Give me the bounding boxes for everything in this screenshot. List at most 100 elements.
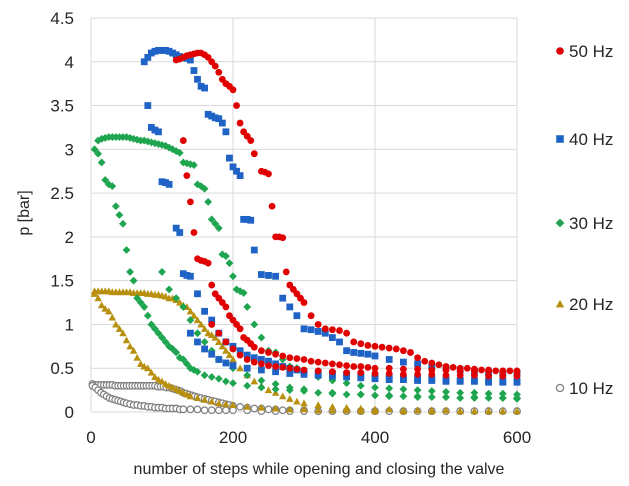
data-point (200, 184, 209, 193)
data-point (201, 84, 208, 92)
data-point (186, 316, 195, 324)
data-point (143, 311, 152, 320)
data-point (356, 390, 365, 399)
data-point (119, 329, 127, 337)
data-point (400, 358, 407, 366)
data-point (204, 259, 212, 267)
data-point (286, 395, 294, 402)
data-point (314, 367, 322, 375)
data-point (371, 370, 379, 377)
data-point (115, 211, 124, 219)
data-point (215, 329, 223, 337)
legend-label: 10 Hz (569, 379, 613, 398)
data-point (211, 62, 219, 70)
data-point (179, 303, 188, 311)
data-point (513, 372, 521, 380)
data-point (194, 338, 201, 346)
data-point (400, 376, 407, 384)
legend-marker (556, 47, 564, 55)
data-point (293, 397, 301, 405)
data-point (112, 320, 120, 328)
data-point (485, 372, 492, 380)
data-point (179, 355, 188, 364)
data-point (492, 367, 500, 375)
data-point (97, 301, 106, 309)
data-point (187, 272, 194, 280)
data-point (343, 369, 350, 376)
data-point (257, 403, 266, 411)
data-point (314, 401, 322, 409)
data-point (279, 363, 287, 371)
data-point (371, 383, 379, 392)
data-point (442, 387, 450, 396)
data-point (286, 303, 294, 311)
data-point (421, 357, 429, 365)
data-point (485, 367, 492, 375)
data-point (172, 348, 181, 357)
data-point (329, 326, 336, 334)
data-point (272, 363, 279, 370)
legend-marker (555, 383, 565, 393)
data-point (250, 150, 258, 158)
data-point (350, 338, 358, 346)
data-point (300, 356, 308, 363)
data-point (162, 179, 169, 187)
data-point (229, 163, 237, 171)
data-point (162, 46, 169, 54)
legend-marker (555, 299, 565, 308)
data-point (207, 331, 216, 339)
y-tick-label: 2.5 (50, 184, 74, 203)
data-point (413, 406, 422, 414)
data-point (250, 343, 258, 351)
data-point (357, 374, 365, 382)
data-point (499, 372, 507, 380)
data-point (250, 404, 259, 413)
data-point (265, 272, 272, 279)
data-point (129, 346, 138, 354)
data-point (471, 371, 478, 379)
data-point (471, 377, 478, 385)
data-point (268, 202, 276, 210)
data-point (271, 385, 280, 394)
x-axis-title: number of steps while opening and closin… (134, 461, 505, 478)
data-point (357, 369, 365, 376)
data-point (133, 353, 141, 361)
data-point (194, 290, 201, 298)
data-point (215, 115, 223, 123)
data-point (314, 328, 322, 335)
data-point (271, 380, 280, 388)
data-point (442, 393, 450, 402)
data-point (190, 161, 198, 170)
data-point (215, 68, 223, 76)
data-point (229, 345, 237, 353)
data-point (111, 202, 120, 211)
data-point (456, 394, 465, 402)
data-point (307, 357, 315, 365)
data-point (129, 276, 138, 285)
data-point (236, 402, 244, 411)
data-point (350, 349, 358, 356)
data-point (442, 366, 450, 374)
data-point (265, 349, 272, 356)
data-point (314, 371, 322, 379)
data-point (378, 343, 386, 351)
data-point (371, 391, 379, 400)
data-point (258, 366, 265, 374)
data-point (147, 368, 156, 376)
data-point (165, 180, 173, 188)
data-point (207, 406, 216, 415)
data-point (161, 338, 170, 346)
data-point (126, 342, 134, 350)
legend-item: 40 Hz (556, 130, 613, 149)
data-point (175, 148, 184, 157)
data-point (150, 324, 159, 333)
data-point (225, 259, 234, 268)
data-point (190, 311, 198, 319)
data-point (236, 172, 244, 179)
data-point (300, 370, 308, 378)
data-point (222, 128, 230, 136)
data-point (357, 363, 365, 370)
data-point (442, 406, 450, 414)
y-tick-label: 4 (65, 53, 74, 72)
